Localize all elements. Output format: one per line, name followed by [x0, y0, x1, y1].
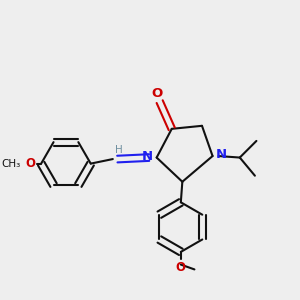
- Text: N: N: [142, 149, 153, 163]
- Text: CH₃: CH₃: [1, 159, 21, 169]
- Text: N: N: [216, 148, 227, 161]
- Text: H: H: [115, 145, 123, 155]
- Text: O: O: [176, 261, 186, 274]
- Text: O: O: [26, 157, 36, 170]
- Text: O: O: [152, 87, 163, 100]
